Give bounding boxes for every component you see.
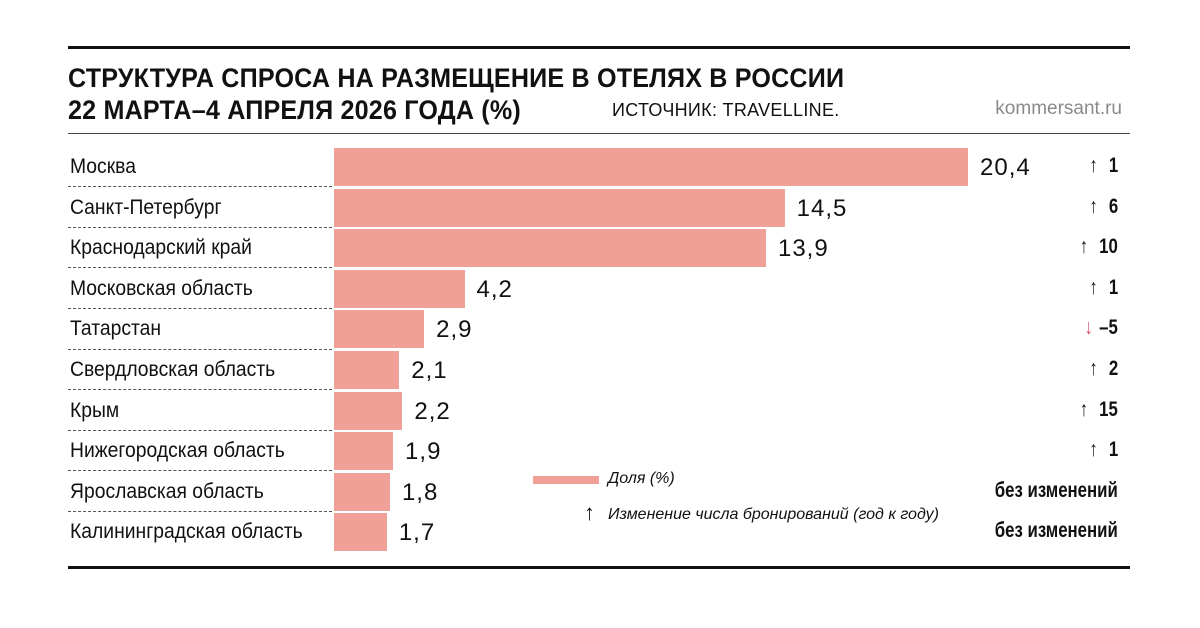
change-value: 15 <box>1099 397 1118 421</box>
arrow-up-icon: ↑ <box>1089 357 1098 380</box>
bar-value-label: 20,4 <box>980 154 1031 181</box>
row-separator <box>68 267 332 269</box>
legend-share-swatch <box>533 476 599 484</box>
bottom-rule <box>68 566 1130 569</box>
arrow-up-icon: ↑ <box>1079 235 1089 259</box>
bar <box>334 472 390 511</box>
category-label: Нижегородская область <box>70 439 285 463</box>
category-label: Москва <box>70 155 136 178</box>
bar-value-label: 1,7 <box>398 519 436 547</box>
chart-title: СТРУКТУРА СПРОСА НА РАЗМЕЩЕНИЕ В ОТЕЛЯХ … <box>68 62 844 126</box>
change-value: –5 <box>1099 316 1118 340</box>
change-value: без изменений <box>994 478 1118 502</box>
category-label: Московская область <box>70 276 253 300</box>
bar <box>334 432 394 471</box>
row-separator <box>68 307 332 309</box>
arrow-up-icon: ↑ <box>1089 438 1098 462</box>
title-line-2: 22 МАРТА–4 АПРЕЛЯ 2026 ГОДА (%) <box>68 95 521 125</box>
arrow-up-icon: ↑ <box>1089 275 1098 299</box>
bar-value-label: 4,2 <box>476 275 513 303</box>
bar-value-label: 2,1 <box>411 357 448 384</box>
bar <box>334 391 403 430</box>
brand-link[interactable]: kommersant.ru <box>995 98 1122 119</box>
row-separator <box>68 510 332 512</box>
bar <box>334 269 465 308</box>
change-indicator: ↑ 1 <box>1089 436 1118 464</box>
row-separator <box>68 389 332 391</box>
top-rule <box>68 46 1130 49</box>
change-value: 2 <box>1108 357 1118 380</box>
change-value: 1 <box>1108 438 1118 462</box>
row-separator <box>68 226 332 228</box>
change-indicator: ↑ 6 <box>1089 193 1118 221</box>
change-value: 6 <box>1108 194 1118 218</box>
bar <box>334 513 387 552</box>
category-label: Ярославская область <box>70 479 264 503</box>
category-label: Крым <box>70 398 120 422</box>
category-label: Татарстан <box>70 317 162 341</box>
header-divider <box>68 133 1130 134</box>
change-indicator: ↑ 15 <box>1080 396 1118 424</box>
change-indicator: ↑ 1 <box>1089 152 1118 180</box>
bar <box>334 351 400 389</box>
change-indicator: без изменений <box>995 517 1118 545</box>
arrow-up-icon: ↑ <box>1079 397 1089 421</box>
legend-change-label: Изменение числа бронирований (год к году… <box>608 506 939 523</box>
row-separator <box>68 186 332 188</box>
change-value: 1 <box>1108 154 1118 177</box>
source-note: ИСТОЧНИК: TRAVELLINE. <box>612 100 840 120</box>
change-value: без изменений <box>994 519 1118 543</box>
row-separator <box>68 429 332 431</box>
bar-value-label: 13,9 <box>777 235 829 263</box>
change-indicator: ↓ –5 <box>1085 314 1118 342</box>
bar-value-label: 2,2 <box>414 397 451 425</box>
bar <box>334 229 766 268</box>
change-indicator: ↑ 10 <box>1080 233 1118 261</box>
bar-value-label: 14,5 <box>796 194 848 222</box>
arrow-up-icon: ↑ <box>1089 154 1098 177</box>
change-indicator: ↑ 1 <box>1089 274 1118 302</box>
bar <box>334 148 968 186</box>
legend-share-label: Доля (%) <box>608 470 675 487</box>
row-separator <box>68 348 332 350</box>
row-separator <box>68 470 332 472</box>
category-label: Краснодарский край <box>70 236 252 260</box>
arrow-up-icon: ↑ <box>1089 194 1098 218</box>
bar <box>334 188 785 227</box>
title-line-1: СТРУКТУРА СПРОСА НА РАЗМЕЩЕНИЕ В ОТЕЛЯХ … <box>68 63 845 93</box>
arrow-down-icon: ↓ <box>1084 316 1093 340</box>
category-label: Санкт-Петербург <box>70 195 222 219</box>
category-label: Калининградская область <box>70 520 303 544</box>
bar <box>334 310 425 349</box>
change-value: 1 <box>1108 275 1118 299</box>
change-indicator: без изменений <box>995 477 1118 505</box>
change-value: 10 <box>1099 235 1118 259</box>
bar-value-label: 2,9 <box>436 316 473 344</box>
bar-value-label: 1,9 <box>405 438 442 466</box>
bar-value-label: 1,8 <box>401 478 439 506</box>
legend-arrow-up-icon: ↑ <box>584 500 595 525</box>
category-label: Свердловская область <box>70 358 276 381</box>
change-indicator: ↑ 2 <box>1089 355 1118 383</box>
